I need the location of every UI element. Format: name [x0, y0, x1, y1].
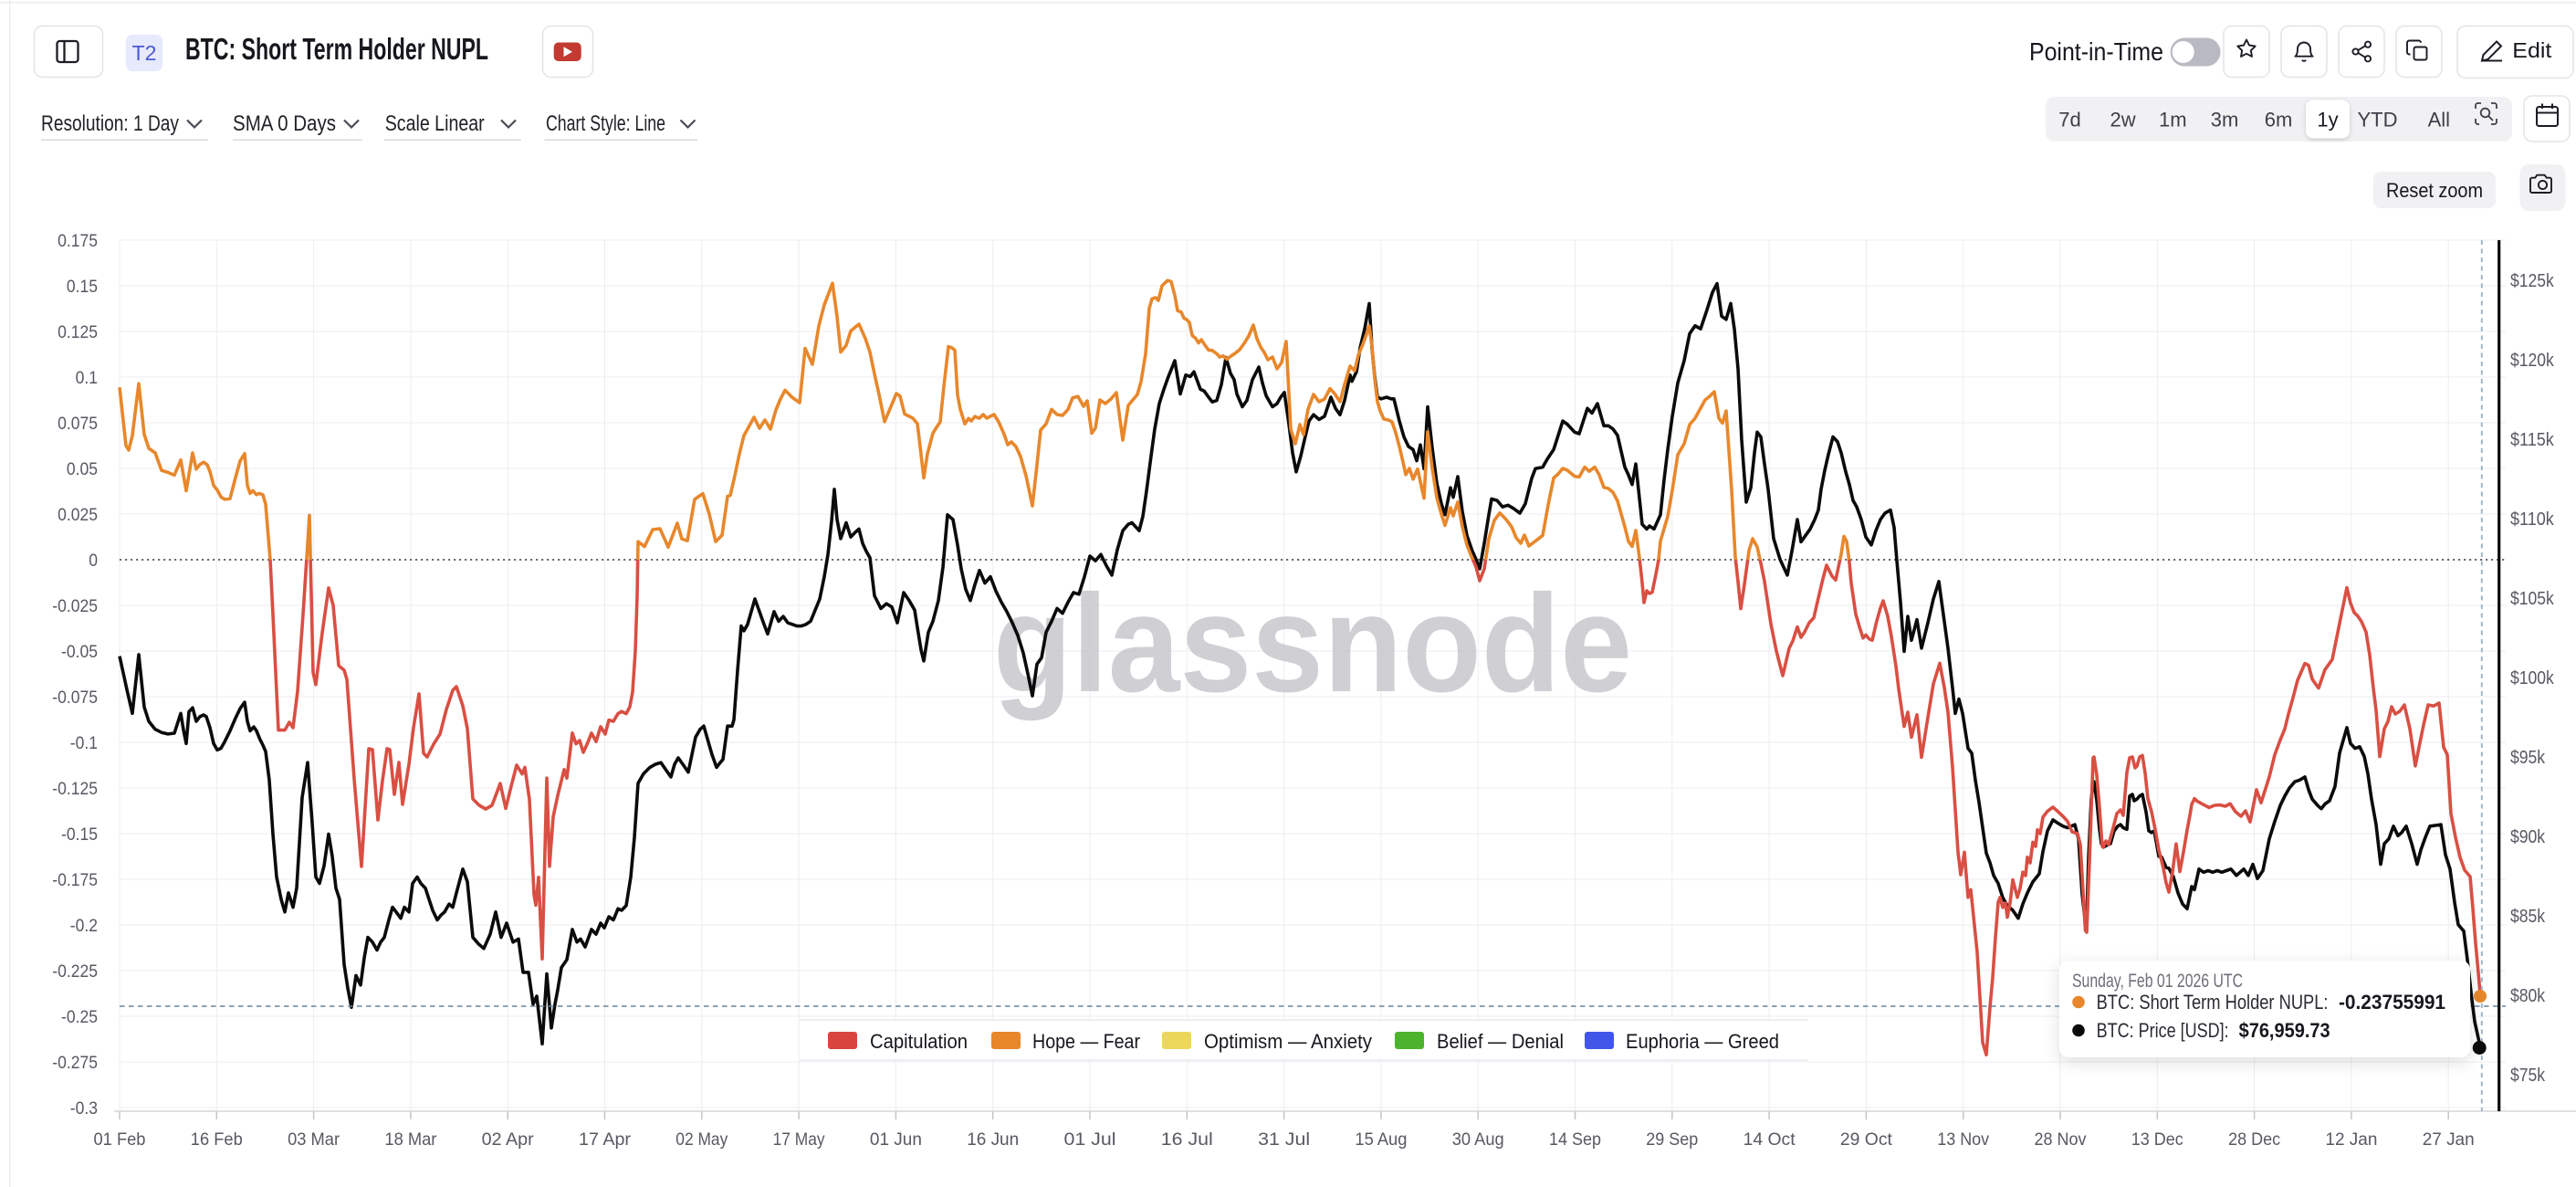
svg-text:Chart Style: Line: Chart Style: Line	[546, 111, 665, 136]
svg-text:-0.175: -0.175	[52, 870, 98, 890]
svg-text:$85k: $85k	[2510, 907, 2546, 927]
svg-text:16 Jun: 16 Jun	[967, 1129, 1019, 1150]
svg-text:$76,959.73: $76,959.73	[2239, 1019, 2330, 1042]
svg-text:28 Dec: 28 Dec	[2228, 1129, 2280, 1150]
svg-text:14 Sep: 14 Sep	[1549, 1129, 1601, 1150]
svg-text:$80k: $80k	[2510, 986, 2546, 1006]
svg-text:17 Apr: 17 Apr	[579, 1129, 631, 1150]
svg-text:03 Mar: 03 Mar	[288, 1129, 340, 1150]
svg-text:-0.15: -0.15	[61, 825, 98, 845]
svg-text:1y: 1y	[2317, 109, 2338, 131]
svg-text:3m: 3m	[2211, 109, 2239, 131]
svg-text:Euphoria — Greed: Euphoria — Greed	[1626, 1030, 1779, 1053]
svg-text:6m: 6m	[2265, 109, 2293, 131]
svg-text:Resolution: 1 Day: Resolution: 1 Day	[41, 111, 179, 136]
svg-text:01 Feb: 01 Feb	[94, 1129, 146, 1150]
svg-text:17 May: 17 May	[773, 1129, 825, 1150]
svg-text:$115k: $115k	[2510, 430, 2555, 450]
svg-text:31 Jul: 31 Jul	[1258, 1129, 1310, 1150]
svg-text:$120k: $120k	[2510, 351, 2555, 371]
svg-text:0.025: 0.025	[58, 505, 98, 525]
svg-text:-0.25: -0.25	[61, 1007, 98, 1027]
svg-text:16 Feb: 16 Feb	[191, 1129, 243, 1150]
svg-text:-0.3: -0.3	[70, 1098, 98, 1119]
svg-text:-0.275: -0.275	[52, 1053, 98, 1073]
svg-text:0.125: 0.125	[58, 322, 98, 342]
svg-text:$100k: $100k	[2510, 668, 2555, 688]
svg-text:YTD: YTD	[2358, 109, 2398, 131]
svg-text:T2: T2	[132, 41, 157, 65]
svg-text:16 Jul: 16 Jul	[1161, 1129, 1213, 1150]
svg-text:15 Aug: 15 Aug	[1355, 1129, 1407, 1150]
svg-text:0: 0	[89, 551, 98, 571]
svg-text:13 Nov: 13 Nov	[1937, 1129, 1989, 1150]
svg-text:0.175: 0.175	[58, 231, 98, 251]
svg-text:$110k: $110k	[2510, 509, 2555, 530]
svg-text:$105k: $105k	[2510, 589, 2555, 609]
svg-text:0.05: 0.05	[67, 459, 98, 479]
svg-text:Belief — Denial: Belief — Denial	[1437, 1030, 1564, 1053]
svg-text:Point-in-Time: Point-in-Time	[2029, 37, 2163, 66]
svg-text:$90k: $90k	[2510, 827, 2546, 847]
svg-text:$95k: $95k	[2510, 748, 2546, 768]
svg-text:BTC: Short Term Holder NUPL: BTC: Short Term Holder NUPL	[185, 32, 488, 66]
svg-text:1m: 1m	[2159, 109, 2187, 131]
svg-text:BTC: Short Term Holder NUPL:: BTC: Short Term Holder NUPL:	[2097, 991, 2333, 1014]
svg-text:-0.225: -0.225	[52, 961, 98, 982]
svg-text:Optimism — Anxiety: Optimism — Anxiety	[1204, 1030, 1372, 1053]
svg-text:Capitulation: Capitulation	[870, 1030, 968, 1053]
svg-text:2w: 2w	[2110, 109, 2136, 131]
svg-text:glassnode: glassnode	[993, 566, 1632, 721]
svg-text:-0.23755991: -0.23755991	[2339, 991, 2445, 1014]
svg-text:$125k: $125k	[2510, 271, 2555, 291]
svg-text:30 Aug: 30 Aug	[1452, 1129, 1504, 1150]
svg-text:Hope — Fear: Hope — Fear	[1032, 1030, 1140, 1053]
svg-text:7d: 7d	[2058, 109, 2080, 131]
svg-text:Edit: Edit	[2512, 38, 2552, 62]
svg-text:All: All	[2428, 109, 2450, 131]
svg-text:01 Jul: 01 Jul	[1064, 1129, 1116, 1150]
svg-text:Reset zoom: Reset zoom	[2386, 179, 2483, 202]
svg-text:14 Oct: 14 Oct	[1744, 1129, 1796, 1150]
svg-text:12 Jan: 12 Jan	[2325, 1129, 2377, 1150]
svg-text:28 Nov: 28 Nov	[2035, 1129, 2087, 1150]
svg-text:29 Sep: 29 Sep	[1646, 1129, 1698, 1150]
svg-text:-0.025: -0.025	[52, 596, 98, 616]
svg-text:18 Mar: 18 Mar	[384, 1129, 436, 1150]
svg-text:0.075: 0.075	[58, 414, 98, 434]
svg-text:-0.1: -0.1	[70, 733, 98, 753]
svg-text:0.15: 0.15	[67, 277, 98, 297]
svg-text:0.1: 0.1	[76, 368, 98, 388]
svg-text:-0.05: -0.05	[61, 642, 98, 662]
svg-text:BTC: Price [USD]:: BTC: Price [USD]:	[2097, 1019, 2234, 1042]
svg-text:13 Dec: 13 Dec	[2131, 1129, 2183, 1150]
svg-text:29 Oct: 29 Oct	[1840, 1129, 1893, 1150]
svg-text:01 Jun: 01 Jun	[870, 1129, 922, 1150]
svg-text:02 Apr: 02 Apr	[482, 1129, 534, 1150]
svg-text:Scale Linear: Scale Linear	[385, 111, 485, 136]
svg-text:-0.2: -0.2	[70, 916, 98, 936]
svg-text:-0.075: -0.075	[52, 688, 98, 708]
svg-text:27 Jan: 27 Jan	[2423, 1129, 2475, 1150]
svg-text:-0.125: -0.125	[52, 779, 98, 799]
svg-text:Sunday, Feb 01 2026 UTC: Sunday, Feb 01 2026 UTC	[2072, 971, 2243, 992]
svg-text:$75k: $75k	[2510, 1066, 2546, 1086]
svg-text:02 May: 02 May	[675, 1129, 728, 1150]
svg-text:SMA 0 Days: SMA 0 Days	[233, 111, 336, 136]
